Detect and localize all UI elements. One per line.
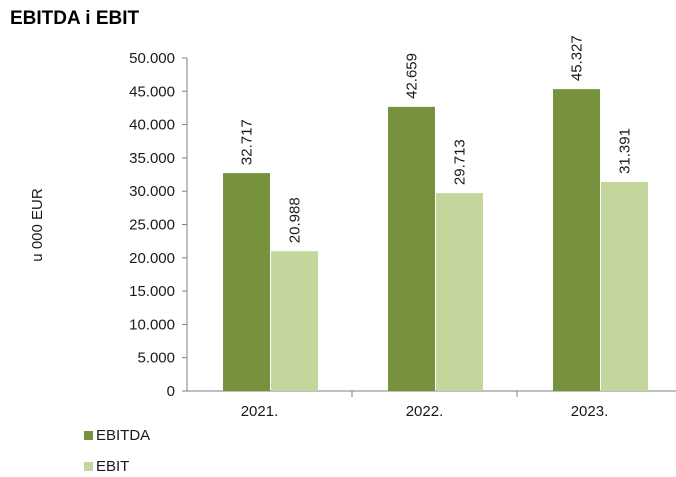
y-tick-label: 5.000: [137, 350, 175, 367]
x-tick-label: 2023.: [571, 403, 609, 420]
legend-swatch-ebitda: [84, 431, 93, 440]
data-label: 20.988: [287, 197, 304, 243]
y-tick-label: 30.000: [129, 183, 175, 200]
bar-ebitda-2021: [223, 173, 270, 391]
data-label: 45.327: [569, 35, 586, 81]
y-tick-label: 20.000: [129, 250, 175, 267]
y-tick-label: 15.000: [129, 283, 175, 300]
legend-swatch-ebit: [84, 462, 93, 471]
bar-ebitda-2022: [388, 106, 435, 392]
y-tick-label: 35.000: [129, 150, 175, 167]
bar-ebit-2022: [436, 193, 483, 391]
plot-area: 0 5.000 10.000 15.000 20.000 25.000 30.000 35.0…: [129, 35, 676, 420]
legend-label-ebit: EBIT: [96, 458, 129, 475]
y-tick-label: 50.000: [129, 50, 175, 67]
y-tick-label: 25.000: [129, 217, 175, 234]
chart-title: EBITDA i EBIT: [10, 8, 140, 29]
data-label: 29.713: [452, 139, 469, 185]
data-label: 42.659: [404, 53, 421, 99]
y-axis-label: u 000 EUR: [29, 188, 46, 262]
data-label: 32.717: [239, 119, 256, 165]
legend: EBITDA EBIT: [84, 427, 150, 475]
bar-ebitda-2023: [553, 89, 600, 391]
y-tick-label: 40.000: [129, 117, 175, 134]
x-tick-label: 2022.: [406, 403, 444, 420]
bar-ebit-2021: [271, 251, 318, 391]
y-tick-label: 0: [167, 383, 175, 400]
bar-ebit-2023: [601, 181, 648, 391]
legend-label-ebitda: EBITDA: [96, 427, 150, 444]
y-tick-label: 45.000: [129, 83, 175, 100]
data-label: 31.391: [617, 128, 634, 174]
x-tick-label: 2021.: [241, 403, 279, 420]
y-tick-label: 10.000: [129, 316, 175, 333]
